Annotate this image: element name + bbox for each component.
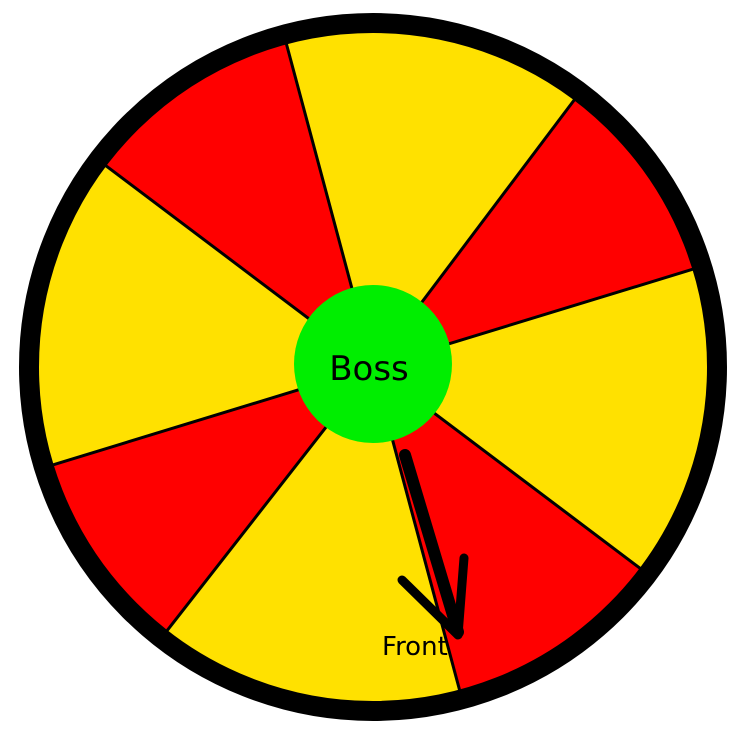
arena-segment [373,95,699,367]
arena-segment [373,267,713,572]
front-arrow-head [397,553,469,640]
front-label: Front [382,632,448,662]
arena-segment [101,38,373,367]
arena-segment [47,367,374,635]
front-arrow [397,449,469,640]
boss-label: Boss [329,349,409,389]
arena-segment [285,27,578,367]
front-arrow-shaft [399,449,464,638]
arena-outer-ring [19,13,727,721]
boss-circle [294,285,452,443]
arena-segment [163,367,461,707]
arena-segment [33,162,373,467]
